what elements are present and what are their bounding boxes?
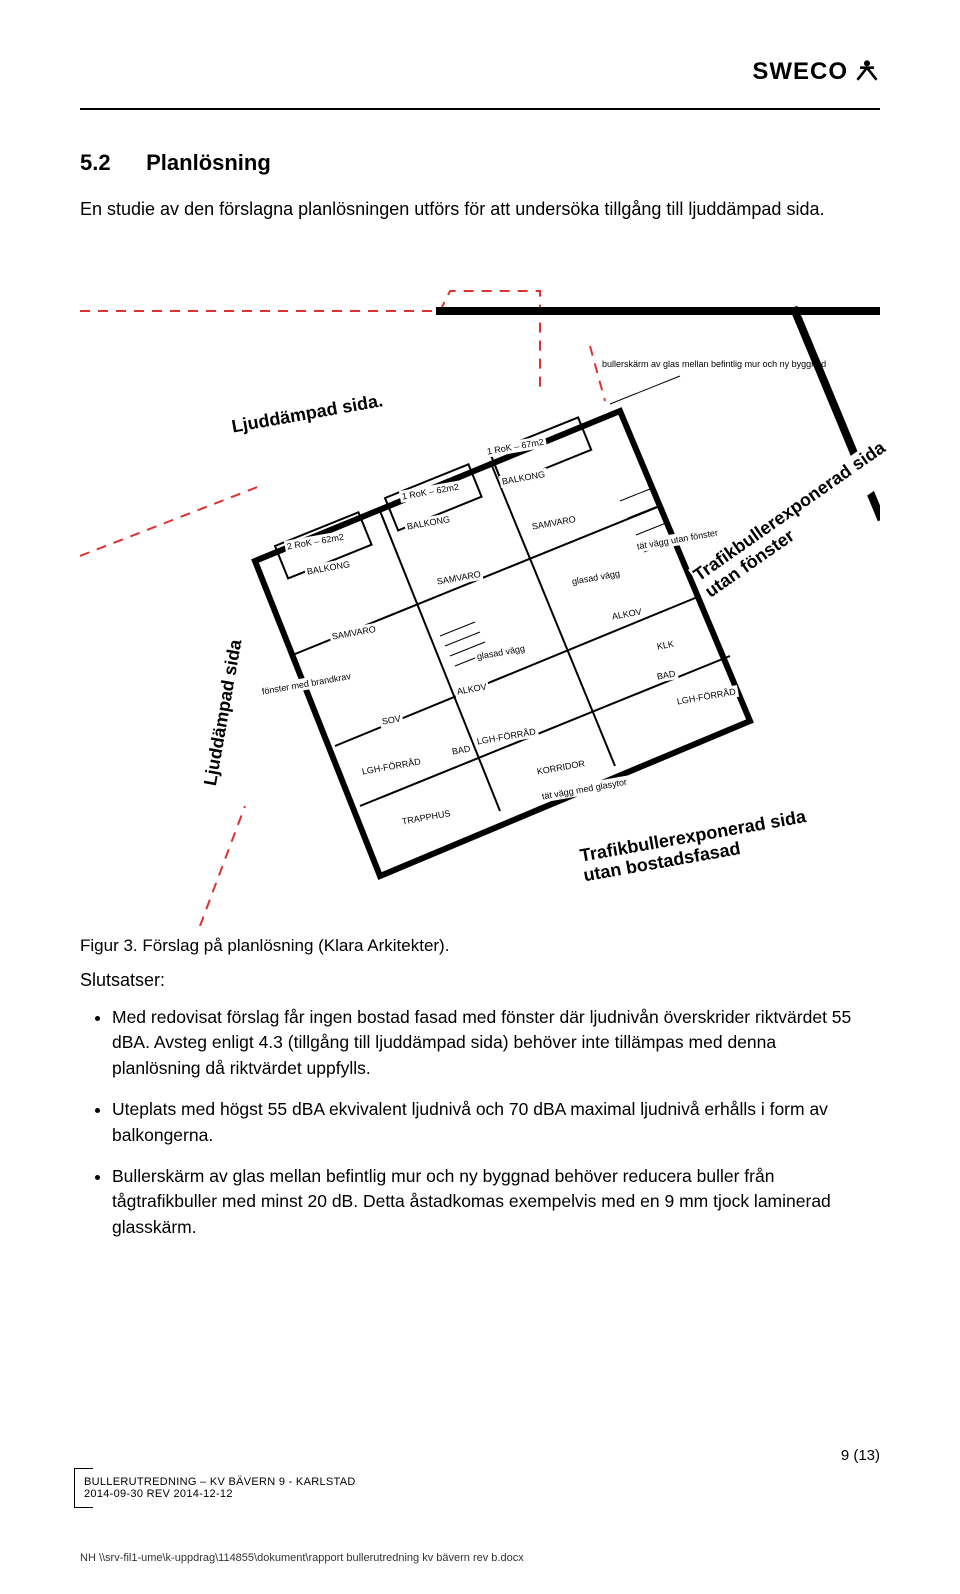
footer-doc-block: BULLERUTREDNING – KV BÄVERN 9 - KARLSTAD… [80,1472,364,1504]
footer-doc-date: 2014-09-30 REV 2014-12-12 [84,1488,356,1500]
brand-logo: SWECO [752,58,880,86]
conclusions-list: Med redovisat förslag får ingen bostad f… [80,1005,860,1240]
conclusions-heading: Slutsatser: [80,970,880,991]
footer-doc-title: BULLERUTREDNING – KV BÄVERN 9 - KARLSTAD [84,1476,356,1488]
conclusion-item: Bullerskärm av glas mellan befintlig mur… [112,1164,860,1240]
figure-floorplan: Ljuddämpad sida.Ljuddämpad sidaTrafikbul… [80,246,880,926]
conclusion-item: Uteplats med högst 55 dBA ekvivalent lju… [112,1097,860,1148]
figure-caption: Figur 3. Förslag på planlösning (Klara A… [80,936,880,956]
section-heading: 5.2 Planlösning [80,150,880,176]
section-intro: En studie av den förslagna planlösningen… [80,196,860,222]
brand-name: SWECO [752,58,848,86]
brand-logo-icon [854,59,880,85]
footer-file-path: NH \\srv-fil1-ume\k-uppdrag\114855\dokum… [80,1552,524,1564]
page-header: SWECO [80,40,880,110]
page-number: 9 (13) [841,1447,880,1464]
section-title-text: Planlösning [146,150,271,175]
figure-callout: bullerskärm av glas mellan befintlig mur… [600,358,740,370]
conclusion-item: Med redovisat förslag får ingen bostad f… [112,1005,860,1081]
page: SWECO 5.2 Planlösning En studie av den f… [0,0,960,1594]
section-number: 5.2 [80,150,140,176]
